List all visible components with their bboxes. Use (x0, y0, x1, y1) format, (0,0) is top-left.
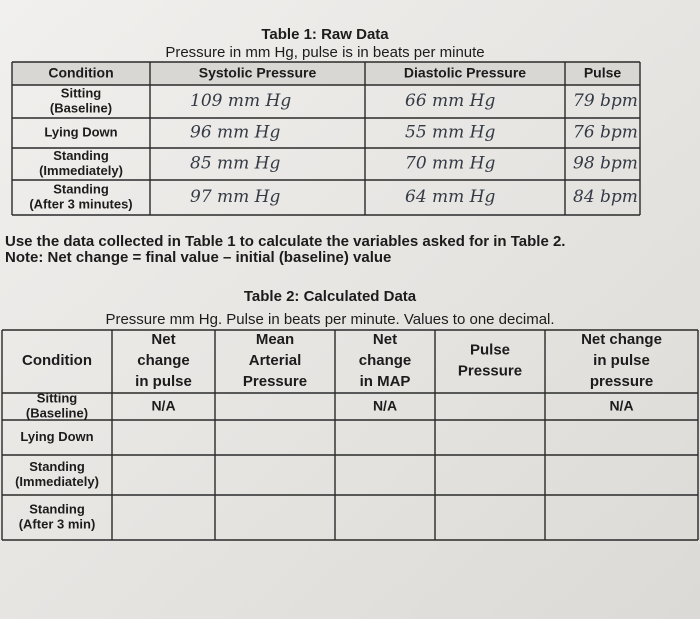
row-label: (Baseline) (26, 405, 88, 420)
handwritten-value: 66 mm Hg (405, 91, 496, 111)
column-header: Pulse (584, 65, 622, 81)
table1-subtitle: Pressure in mm Hg, pulse is in beats per… (165, 44, 484, 61)
column-header: Net change (581, 331, 662, 348)
row-label: (Immediately) (39, 163, 123, 178)
column-header: Arterial (249, 352, 302, 369)
handwritten-value: 109 mm Hg (190, 91, 291, 111)
column-header: Condition (48, 65, 113, 81)
column-header: Mean (256, 331, 294, 348)
column-header: change (137, 352, 190, 369)
handwritten-value: 70 mm Hg (405, 154, 496, 174)
handwritten-value: 97 mm Hg (190, 187, 281, 207)
table2-title: Table 2: Calculated Data (244, 288, 417, 305)
handwritten-value: 76 bpm (573, 123, 638, 143)
handwritten-value: 79 bpm (573, 91, 638, 111)
handwritten-value: 64 mm Hg (405, 187, 496, 207)
note: Note: Net change = final value – initial… (5, 249, 391, 266)
row-label: Lying Down (20, 429, 93, 444)
column-header: pressure (590, 373, 653, 390)
header-bg (12, 62, 640, 85)
row-label: (Immediately) (15, 474, 99, 489)
table2-subtitle: Pressure mm Hg. Pulse in beats per minut… (105, 311, 554, 328)
column-header: Diastolic Pressure (404, 65, 526, 81)
cell-value: N/A (609, 398, 633, 414)
instructions: Use the data collected in Table 1 to cal… (5, 233, 565, 250)
row-label: Sitting (37, 390, 77, 405)
column-header: Pressure (458, 362, 522, 379)
cell-value: N/A (373, 398, 397, 414)
column-header: Pulse (470, 341, 510, 358)
column-header: in MAP (360, 373, 411, 390)
row-label: Standing (29, 459, 85, 474)
row-label: Lying Down (44, 124, 117, 139)
row-label: (Baseline) (50, 100, 112, 115)
row-label: (After 3 min) (19, 516, 96, 531)
row-label: (After 3 minutes) (29, 196, 132, 211)
row-label: Standing (53, 148, 109, 163)
column-header: Net (151, 331, 175, 348)
column-header: in pulse (593, 352, 650, 369)
column-header: change (359, 352, 412, 369)
column-header: Pressure (243, 373, 307, 390)
column-header: Net (373, 331, 397, 348)
column-header: in pulse (135, 373, 192, 390)
table1-title: Table 1: Raw Data (261, 26, 389, 43)
handwritten-value: 96 mm Hg (190, 123, 281, 143)
row-label: Standing (29, 501, 85, 516)
column-header: Systolic Pressure (199, 65, 317, 81)
row-label: Sitting (61, 85, 101, 100)
handwritten-value: 85 mm Hg (190, 154, 281, 174)
row-label: Standing (53, 181, 109, 196)
handwritten-value: 55 mm Hg (405, 123, 496, 143)
handwritten-value: 98 bpm (573, 154, 638, 174)
column-header: Condition (22, 352, 92, 369)
cell-value: N/A (151, 398, 175, 414)
handwritten-value: 84 bpm (573, 187, 638, 207)
